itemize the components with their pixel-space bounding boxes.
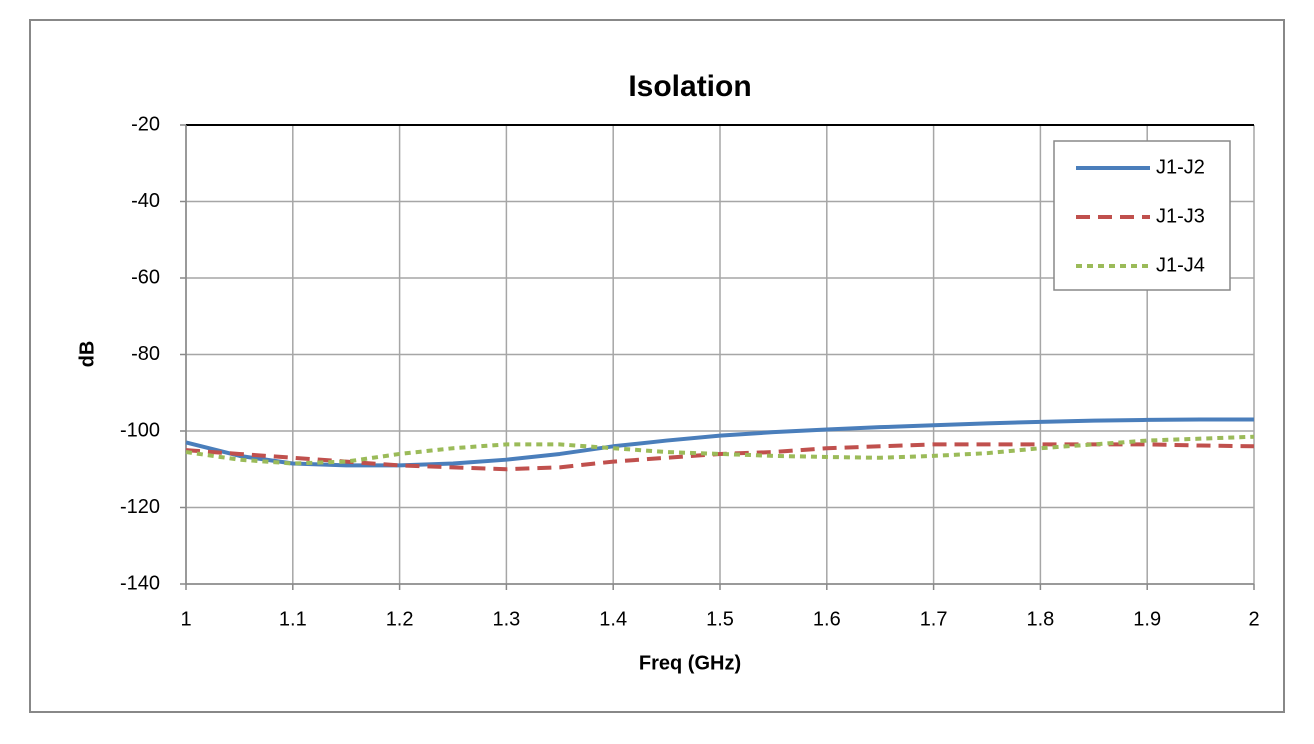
x-tick-label: 2 (1248, 608, 1259, 630)
y-tick-label: -20 (131, 113, 160, 135)
x-tick-label: 1.4 (599, 608, 627, 630)
x-tick-label: 1.9 (1133, 608, 1161, 630)
series-line (185, 417, 1254, 468)
y-tick-label: -100 (120, 419, 160, 441)
chart-frame (29, 19, 1285, 713)
y-axis-label: dB (76, 341, 98, 368)
x-tick-label: 1.6 (813, 608, 841, 630)
series-line (185, 434, 1255, 466)
x-tick-label: 1.1 (279, 608, 307, 630)
legend-label: J1-J3 (1156, 205, 1205, 227)
legend-label: J1-J4 (1156, 254, 1205, 276)
x-axis-label: Freq (GHz) (639, 652, 741, 674)
y-tick-label: -40 (131, 190, 160, 212)
y-tick-label: -60 (131, 266, 160, 288)
chart-title: Isolation (628, 70, 751, 103)
x-tick-label: 1 (180, 608, 191, 630)
y-tick-label: -140 (120, 572, 160, 594)
y-tick-label: -80 (131, 343, 160, 365)
x-tick-label: 1.8 (1026, 608, 1054, 630)
x-tick-label: 1.7 (920, 608, 948, 630)
x-tick-label: 1.5 (706, 608, 734, 630)
x-tick-label: 1.3 (492, 608, 520, 630)
y-tick-label: -120 (120, 496, 160, 518)
legend-label: J1-J2 (1156, 156, 1205, 178)
x-tick-label: 1.2 (386, 608, 414, 630)
